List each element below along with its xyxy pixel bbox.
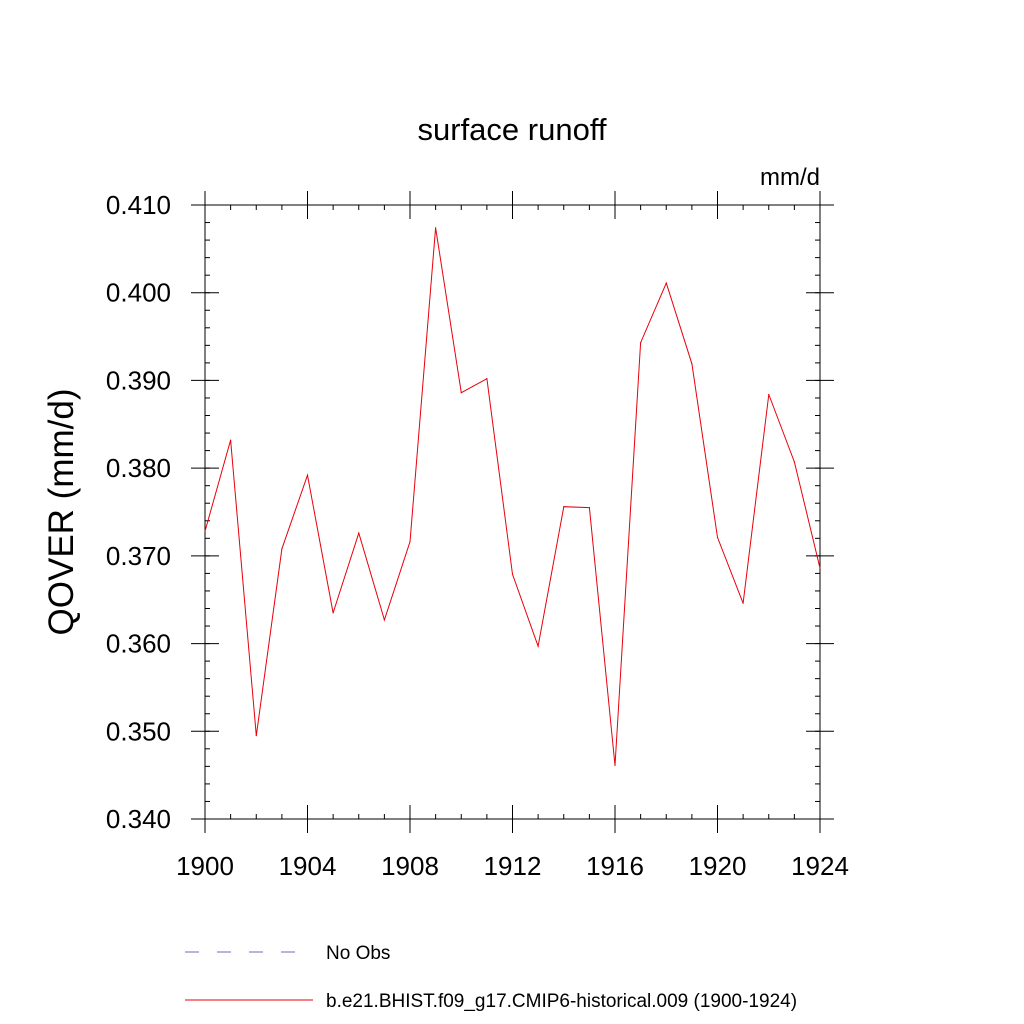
x-tick-label: 1924 — [791, 851, 849, 881]
x-tick-label: 1916 — [586, 851, 644, 881]
data-point — [716, 536, 719, 539]
data-point — [204, 530, 206, 532]
y-tick-label: 0.340 — [106, 804, 171, 834]
data-point — [819, 567, 821, 569]
series-line — [204, 227, 821, 766]
x-tick-label: 1920 — [689, 851, 747, 881]
data-point — [640, 342, 642, 344]
data-point — [768, 393, 770, 396]
data-point — [486, 378, 488, 380]
data-point — [383, 619, 385, 621]
series-layer — [204, 227, 821, 767]
legend-label: b.e21.BHIST.f09_g17.CMIP6-historical.009… — [326, 991, 797, 1012]
data-point — [665, 282, 667, 284]
y-tick-label: 0.390 — [106, 365, 171, 395]
axes: 1900 1904 1908 1912 1916 1920 1924 0.340 0.350 0.… — [106, 190, 849, 881]
data-point — [435, 227, 437, 229]
y-tick-label: 0.370 — [106, 541, 171, 571]
data-point — [691, 363, 693, 365]
x-tick-label: 1904 — [279, 851, 337, 881]
y-tick-label: 0.360 — [106, 629, 171, 659]
data-point — [255, 735, 257, 737]
data-point — [306, 474, 309, 476]
data-point — [230, 439, 232, 441]
data-point — [281, 548, 283, 550]
x-tick-label: 1900 — [176, 851, 234, 881]
data-point — [563, 506, 565, 508]
y-tick-label: 0.400 — [106, 278, 171, 308]
units-label: mm/d — [760, 164, 820, 191]
data-point — [537, 645, 539, 647]
data-point — [332, 612, 334, 614]
data-point — [742, 602, 744, 604]
y-axis-title: QOVER (mm/d) — [42, 389, 81, 636]
data-point — [793, 461, 795, 463]
data-point — [511, 573, 514, 575]
y-tick-label: 0.350 — [106, 716, 171, 746]
data-point — [409, 541, 411, 543]
legend: No Obs b.e21.BHIST.f09_g17.CMIP6-historic… — [185, 943, 797, 1012]
plot-frame — [204, 204, 821, 820]
legend-label: No Obs — [326, 943, 390, 964]
x-tick-label: 1908 — [381, 851, 439, 881]
y-tick-label: 0.410 — [106, 190, 171, 220]
data-point — [358, 532, 360, 534]
x-tick-label: 1912 — [484, 851, 542, 881]
chart-title: surface runoff — [418, 112, 607, 147]
y-tick-label: 0.380 — [106, 453, 171, 483]
data-point — [614, 764, 616, 767]
data-point — [588, 507, 590, 509]
data-point — [460, 392, 462, 394]
